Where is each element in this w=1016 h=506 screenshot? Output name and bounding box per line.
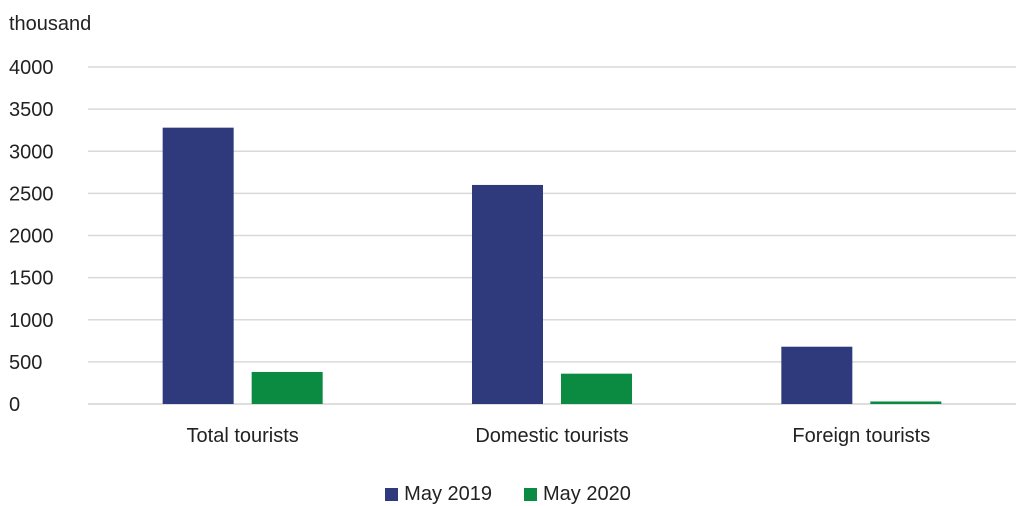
- y-tick-label: 4000: [9, 57, 54, 79]
- bars: [162, 127, 942, 404]
- y-tick-label: 1500: [9, 268, 54, 290]
- x-category-label: Domestic tourists: [475, 425, 628, 447]
- legend-label: May 2019: [404, 483, 492, 505]
- y-axis-unit-label: thousand: [9, 13, 92, 35]
- gridlines: [88, 66, 1016, 405]
- bar-may-2020-total-tourists: [251, 371, 323, 404]
- y-tick-label: 2500: [9, 183, 54, 205]
- legend-item-may-2020: May 2020: [524, 482, 631, 506]
- y-tick-label: 0: [9, 394, 20, 416]
- y-tick-label: 3000: [9, 141, 54, 163]
- x-axis-category-labels: Total tourists Domestic tourists Foreign t…: [187, 425, 931, 447]
- bar-may-2019-total-tourists: [162, 127, 234, 404]
- bar-may-2019-foreign-tourists: [781, 346, 853, 404]
- legend-swatch: [385, 487, 399, 501]
- legend-swatch: [524, 487, 537, 501]
- legend-item-may-2019: May 2019: [385, 482, 492, 506]
- y-tick-label: 2000: [9, 226, 54, 248]
- bar-may-2020-foreign-tourists: [870, 401, 942, 404]
- y-tick-label: 500: [9, 352, 42, 374]
- x-category-label: Total tourists: [187, 425, 299, 447]
- y-axis-tick-labels: 0 500 1000 1500 2000 2500 3000 3500 4000: [9, 57, 54, 416]
- bar-may-2020-domestic-tourists: [561, 373, 632, 404]
- y-tick-label: 3500: [9, 99, 54, 121]
- legend: May 2019 May 2020: [0, 482, 1016, 506]
- y-tick-label: 1000: [9, 310, 54, 332]
- x-category-label: Foreign tourists: [792, 425, 930, 447]
- legend-label: May 2020: [543, 483, 631, 505]
- bar-chart: 0 500 1000 1500 2000 2500 3000 3500 4000 Total t…: [9, 57, 1016, 447]
- bar-may-2019-domestic-tourists: [472, 184, 543, 404]
